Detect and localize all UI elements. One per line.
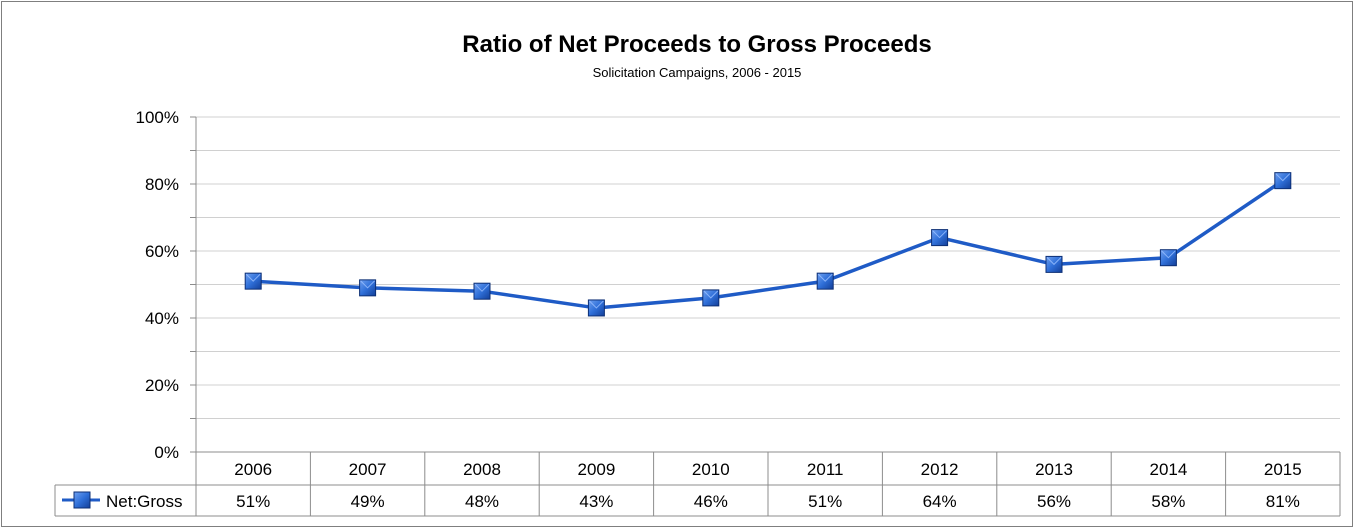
- data-point-marker-bevel: [360, 280, 375, 289]
- x-category-label: 2014: [1149, 460, 1187, 479]
- data-point-marker-bevel: [1161, 250, 1176, 259]
- data-point-marker-bevel: [474, 283, 490, 292]
- data-point: [702, 289, 720, 307]
- data-label: 46%: [694, 492, 728, 511]
- data-point-marker-bevel: [1046, 257, 1062, 266]
- data-point-marker-bevel: [932, 230, 947, 239]
- y-tick-label: 20%: [145, 376, 179, 395]
- data-label: 48%: [465, 492, 499, 511]
- data-point-marker-bevel: [817, 273, 833, 282]
- data-label: 56%: [1037, 492, 1071, 511]
- x-category-label: 2009: [577, 460, 615, 479]
- x-category-label: 2010: [692, 460, 730, 479]
- data-table: 2006 2007 2008 2009 2010 2011 2012 2013 2014 2015…: [54, 451, 1341, 517]
- x-category-label: 2007: [349, 460, 387, 479]
- series-line: [253, 179, 1284, 310]
- data-point: [359, 279, 377, 297]
- data-label: 64%: [923, 492, 957, 511]
- data-point: [931, 229, 949, 247]
- x-category-label: 2011: [807, 460, 844, 479]
- data-label: 51%: [808, 492, 842, 511]
- data-label: 43%: [579, 492, 613, 511]
- x-category-label: 2006: [234, 460, 272, 479]
- data-label: 81%: [1266, 492, 1300, 511]
- data-point: [1045, 255, 1063, 273]
- data-point: [244, 272, 262, 290]
- chart-subtitle: Solicitation Campaigns, 2006 - 2015: [593, 65, 802, 80]
- y-tick-label: 80%: [145, 175, 179, 194]
- y-tick-label: 100%: [136, 108, 179, 127]
- data-label: 49%: [351, 492, 385, 511]
- data-point-marker-bevel: [703, 290, 719, 299]
- data-point: [473, 282, 491, 300]
- legend-marker: [73, 491, 91, 509]
- data-label: 58%: [1151, 492, 1185, 511]
- data-label: 51%: [236, 492, 270, 511]
- x-category-label: 2008: [463, 460, 501, 479]
- gridlines: [196, 116, 1340, 419]
- x-category-label: 2013: [1035, 460, 1073, 479]
- x-category-label: 2012: [921, 460, 959, 479]
- x-category-label: 2015: [1264, 460, 1302, 479]
- data-point-marker-bevel: [1275, 173, 1291, 182]
- y-axis: 0% 20% 40% 60% 80% 100%: [136, 108, 197, 462]
- legend-label: Net:Gross: [106, 492, 183, 511]
- y-tick-label: 0%: [154, 443, 179, 462]
- data-point-marker-bevel: [589, 300, 604, 309]
- data-point-marker-bevel: [245, 273, 261, 282]
- data-point: [816, 272, 834, 290]
- y-tick-label: 40%: [145, 309, 179, 328]
- data-point: [1159, 249, 1177, 267]
- series-net-gross: [244, 172, 1292, 317]
- data-point: [587, 299, 605, 317]
- data-point: [1274, 172, 1292, 190]
- y-tick-label: 60%: [145, 242, 179, 261]
- chart-title: Ratio of Net Proceeds to Gross Proceeds: [462, 31, 931, 58]
